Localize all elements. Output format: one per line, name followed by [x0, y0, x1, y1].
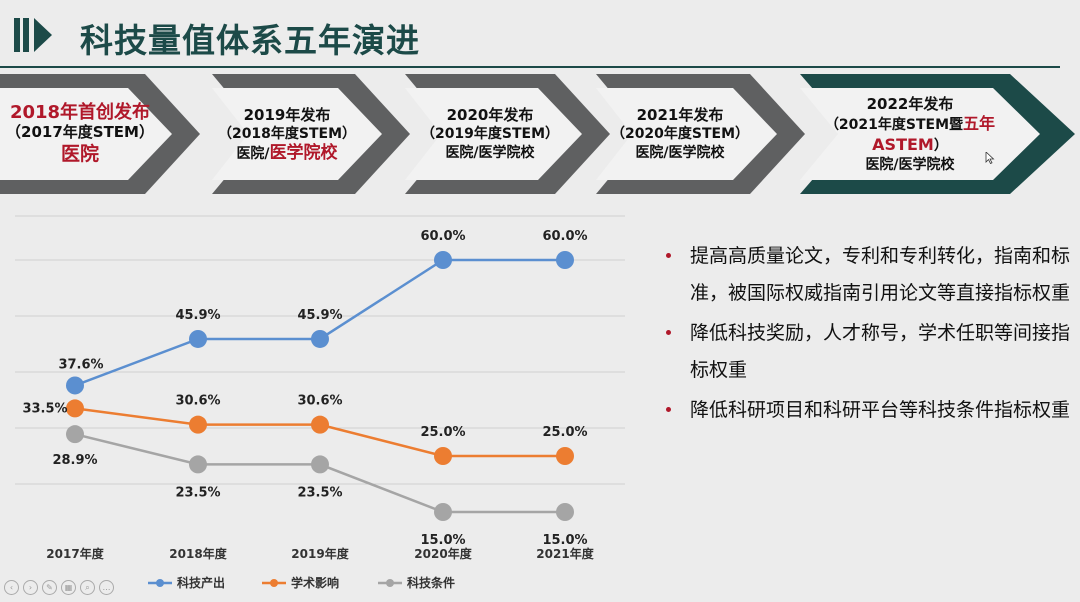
line-chart-svg: 37.6% 45.9% 45.9% 60.0% 60.0% 33.5% 30.6% 30.6%…	[15, 215, 625, 590]
timeline: 2018年首创发布 （2017年度STEM） 医院 2019年发布 （2018年…	[0, 74, 1080, 194]
data-label: 23.5%	[297, 485, 342, 500]
data-point	[434, 251, 452, 269]
x-tick-label: 2021年度	[536, 546, 594, 561]
stage-edition: （2017年度STEM）	[6, 122, 154, 141]
title-mark-icon	[14, 18, 52, 52]
data-point	[556, 251, 574, 269]
data-point	[556, 503, 574, 521]
zoom-icon[interactable]: ⌕	[80, 580, 95, 595]
stage-year: 2021年发布	[636, 106, 724, 124]
legend-marker	[156, 579, 164, 587]
data-point	[189, 415, 207, 434]
legend-label: 科技产出	[177, 575, 225, 590]
stage-scope: 医院/医学院校	[865, 156, 955, 173]
line-chart: 37.6% 45.9% 45.9% 60.0% 60.0% 33.5% 30.6% 30.6%…	[0, 200, 640, 598]
stage-year: 2019年发布	[243, 105, 331, 124]
stage-edition: （2021年度STEM暨五年ASTEM）	[824, 113, 996, 154]
data-label: 23.5%	[175, 485, 220, 500]
x-tick-label: 2020年度	[414, 546, 472, 561]
data-label: 25.0%	[420, 425, 465, 440]
more-icon[interactable]: …	[99, 580, 114, 595]
next-slide-icon[interactable]: ›	[23, 580, 38, 595]
x-tick-label: 2017年度	[46, 546, 104, 561]
page-title: 科技量值体系五年演进	[80, 21, 420, 60]
stage-edition: （2018年度STEM）	[217, 125, 357, 142]
data-label: 33.5%	[22, 401, 67, 416]
stage-scope: 医院/医学院校	[445, 145, 535, 161]
data-label: 15.0%	[542, 533, 587, 548]
stage-scope: 医院	[60, 142, 99, 165]
data-point	[189, 455, 207, 474]
data-label: 30.6%	[175, 394, 220, 409]
timeline-stage-2022: 2022年发布 （2021年度STEM暨五年ASTEM） 医院/医学院校	[790, 74, 1030, 194]
key-point-3: 降低科研项目和科研平台等科技条件指标权重	[660, 392, 1070, 429]
timeline-arrows	[0, 74, 1075, 194]
data-point	[311, 455, 329, 474]
slides-icon[interactable]: ▦	[61, 580, 76, 595]
bullet-dot-icon	[666, 330, 671, 335]
title-bar: 科技量值体系五年演进	[0, 0, 1080, 70]
timeline-stage-2019: 2019年发布 （2018年度STEM） 医院/医学院校	[212, 74, 362, 194]
legend-marker	[386, 579, 394, 587]
data-point	[556, 447, 574, 465]
stage-year: 2022年发布	[866, 94, 954, 113]
x-tick-label: 2018年度	[169, 546, 227, 561]
title-divider	[0, 66, 1060, 68]
data-point	[66, 425, 84, 444]
key-point-2: 降低科技奖励，人才称号，学术任职等间接指标权重	[660, 315, 1070, 389]
pen-icon[interactable]: ✎	[42, 580, 57, 595]
bullet-dot-icon	[666, 407, 671, 412]
legend-marker	[270, 579, 278, 587]
data-label: 60.0%	[542, 229, 587, 244]
key-points-list: 提高高质量论文，专利和专利转化，指南和标准，被国际权威指南引用论文等直接指标权重…	[660, 238, 1070, 432]
data-point	[434, 503, 452, 521]
stage-year: 2020年发布	[446, 106, 534, 124]
stage-scope: 医院/医学院校	[635, 145, 725, 161]
legend-label: 学术影响	[291, 575, 339, 590]
data-label: 25.0%	[542, 425, 587, 440]
timeline-stage-2020: 2020年发布 （2019年度STEM） 医院/医学院校	[415, 74, 565, 194]
slideshow-controls: ‹ › ✎ ▦ ⌕ …	[4, 580, 114, 595]
data-label: 45.9%	[297, 308, 342, 323]
data-point	[189, 329, 207, 348]
data-point	[311, 329, 329, 348]
prev-slide-icon[interactable]: ‹	[4, 580, 19, 595]
data-label: 30.6%	[297, 394, 342, 409]
mouse-cursor-icon	[985, 152, 995, 164]
bullet-dot-icon	[666, 253, 671, 258]
data-label: 60.0%	[420, 229, 465, 244]
data-label: 28.9%	[52, 453, 97, 468]
stage-year: 2018年首创发布	[9, 101, 151, 123]
data-point	[434, 447, 452, 465]
data-label: 37.6%	[58, 357, 103, 372]
data-label: 15.0%	[420, 533, 465, 548]
stage-scope: 医院/医学院校	[236, 142, 338, 163]
data-label: 45.9%	[175, 308, 220, 323]
stage-edition: （2019年度STEM）	[420, 126, 560, 142]
key-point-1: 提高高质量论文，专利和专利转化，指南和标准，被国际权威指南引用论文等直接指标权重	[660, 238, 1070, 312]
data-point	[66, 399, 84, 418]
data-point	[311, 415, 329, 434]
stage-edition: （2020年度STEM）	[610, 126, 750, 142]
timeline-stage-2021: 2021年发布 （2020年度STEM） 医院/医学院校	[605, 74, 755, 194]
legend-label: 科技条件	[407, 575, 455, 590]
x-tick-label: 2019年度	[291, 546, 349, 561]
data-point	[66, 376, 84, 395]
timeline-stage-2018: 2018年首创发布 （2017年度STEM） 医院	[0, 74, 160, 194]
